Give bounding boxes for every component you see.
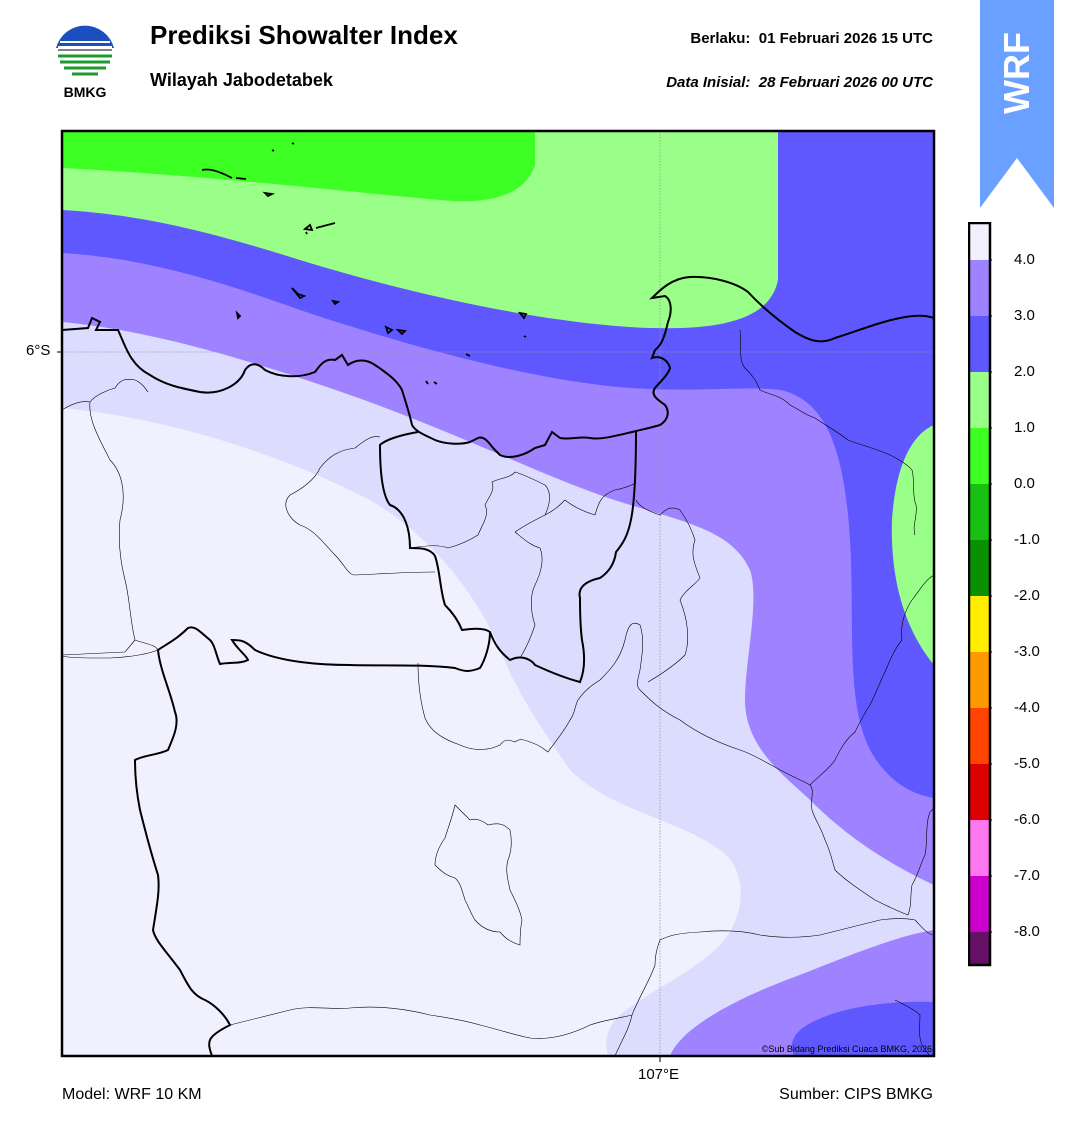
init-time: Data Inisial: 28 Februari 2026 00 UTC [666,74,933,91]
colorbar-label: 0.0 [1014,475,1035,492]
colorbar-label: -3.0 [1014,643,1040,660]
page-title: Prediksi Showalter Index [150,20,458,50]
colorbar-label: 4.0 [1014,251,1035,268]
copyright-text: ©Sub Bidang Prediksi Cuaca BMKG, 2026 [761,1044,932,1054]
colorbar-segment [969,372,990,428]
district-boundaries [62,329,934,1056]
page-subtitle: Wilayah Jabodetabek [150,70,333,90]
colorbar-segment [969,428,990,484]
province-boundaries [133,429,637,1056]
colorbar-segment [969,876,990,932]
colorbar-label: -1.0 [1014,531,1040,548]
colorbar-segment [969,223,990,260]
logo-text: BMKG [63,84,107,100]
band-0-1-east [891,425,934,665]
colorbar-segment [969,260,990,316]
colorbar-label: 1.0 [1014,419,1035,436]
map-frame [60,129,936,1058]
lon-label: 107°E [638,1066,680,1083]
colorbar-segment [969,708,990,764]
colorbar-segment [969,932,990,965]
colorbar-label: -8.0 [1014,923,1040,940]
init-value: 28 Februari 2026 00 UTC [758,74,933,91]
band-4-plus [62,408,741,1056]
source-label: Sumber: CIPS BMKG [779,1086,933,1103]
bmkg-logo-icon [54,22,116,84]
colorbar-label: 3.0 [1014,307,1035,324]
colorbar-segment [969,540,990,596]
model-label: Model: WRF 10 KM [62,1086,202,1103]
colorbar-label: -2.0 [1014,587,1040,604]
colorbar-segment [969,764,990,820]
colorbar-label: -7.0 [1014,867,1040,884]
colorbar [968,222,992,967]
colorbar-segment [969,316,990,372]
init-label: Data Inisial: [666,74,751,91]
colorbar-segment [969,596,990,652]
islands [201,142,528,385]
valid-value: 01 Februari 2026 15 UTC [758,30,933,47]
coastline [62,275,934,458]
colorbar-segment [969,652,990,708]
band-neg1-0 [62,131,535,202]
band-1-2-se [791,1001,934,1056]
valid-time: Berlaku: 01 Februari 2026 15 UTC [690,30,933,47]
colorbar-label: -5.0 [1014,755,1040,772]
lat-label: 6°S [26,342,51,359]
wrf-badge [980,0,1054,208]
valid-label: Berlaku: [690,30,751,47]
colorbar-segment [969,484,990,540]
colorbar-label: -6.0 [1014,811,1040,828]
colorbar-segment [969,820,990,876]
colorbar-label: -4.0 [1014,699,1040,716]
colorbar-label: 2.0 [1014,363,1035,380]
